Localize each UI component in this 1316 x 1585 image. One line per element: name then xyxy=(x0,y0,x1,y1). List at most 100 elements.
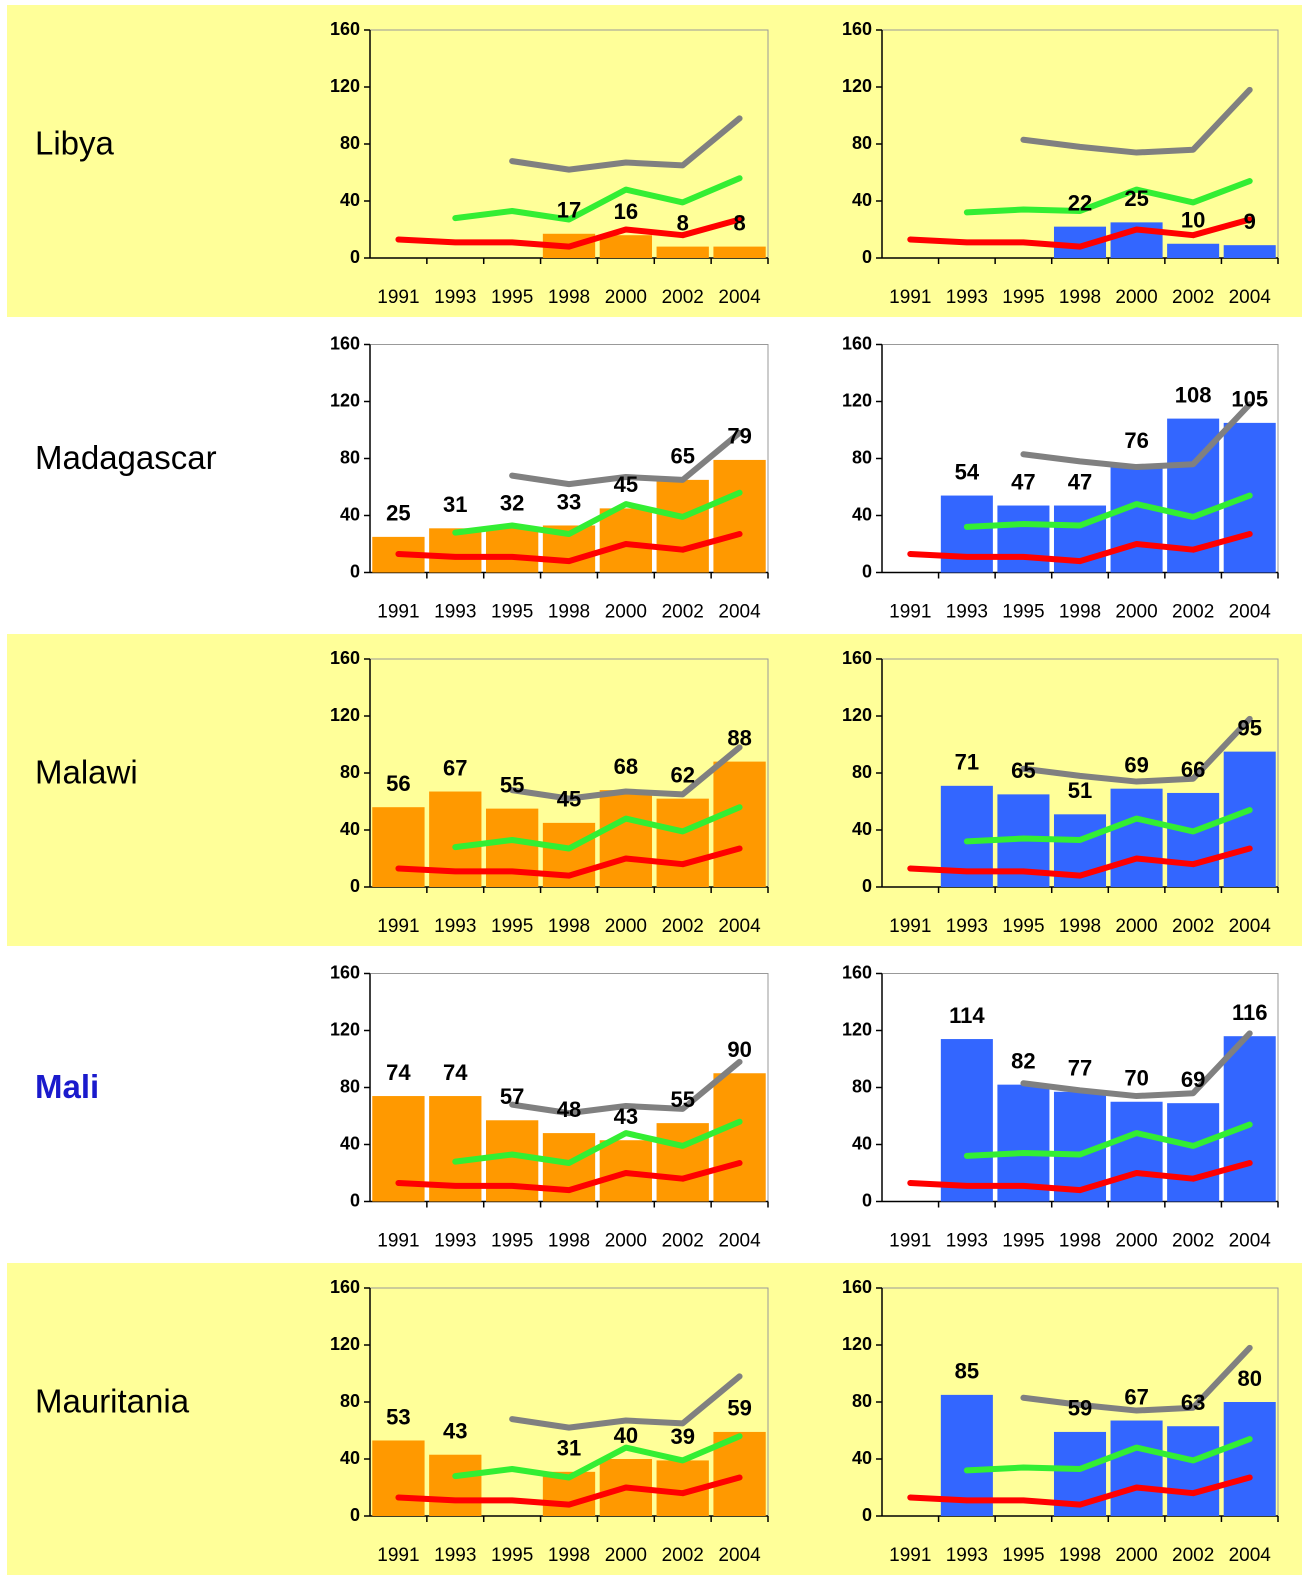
y-tick-label: 160 xyxy=(842,1277,872,1297)
data-label: 65 xyxy=(670,444,694,469)
y-tick-label: 160 xyxy=(842,333,872,353)
x-tick-label: 2002 xyxy=(1172,602,1214,623)
y-tick-label: 40 xyxy=(852,190,872,210)
data-label: 25 xyxy=(1124,186,1148,211)
bar xyxy=(940,1039,993,1202)
x-tick-label: 1993 xyxy=(434,1545,476,1566)
y-tick-label: 0 xyxy=(350,247,360,267)
bar xyxy=(599,790,653,887)
y-tick-label: 0 xyxy=(862,876,872,896)
line-series xyxy=(452,1433,743,1481)
bar xyxy=(1167,792,1220,887)
y-tick-label: 40 xyxy=(340,190,360,210)
x-tick-label: 2002 xyxy=(662,1231,704,1252)
x-tick-label: 1993 xyxy=(434,287,476,308)
x-tick-label: 1991 xyxy=(889,287,931,308)
line-series xyxy=(509,429,743,488)
data-label: 62 xyxy=(670,762,694,787)
x-tick-label: 2000 xyxy=(1115,1231,1157,1252)
x-tick-label: 1998 xyxy=(548,602,590,623)
x-tick-label: 2000 xyxy=(605,1545,647,1566)
bar xyxy=(1110,788,1163,887)
data-label: 40 xyxy=(614,1423,638,1448)
x-tick-label: 1998 xyxy=(548,1231,590,1252)
x-tick-label: 1993 xyxy=(946,1545,988,1566)
x-tick-label: 2000 xyxy=(605,287,647,308)
y-tick-label: 0 xyxy=(350,876,360,896)
bar xyxy=(372,807,425,887)
y-tick-label: 120 xyxy=(842,1019,872,1039)
x-tick-label: 1995 xyxy=(1002,916,1044,937)
bar xyxy=(599,235,653,258)
y-tick-label: 0 xyxy=(350,1190,360,1210)
line-series xyxy=(1020,1344,1253,1414)
data-label: 88 xyxy=(727,725,751,750)
data-label: 90 xyxy=(727,1037,751,1062)
y-tick-label: 120 xyxy=(842,76,872,96)
y-tick-label: 80 xyxy=(852,447,872,467)
x-tick-label: 2002 xyxy=(1172,1231,1214,1252)
line-series xyxy=(963,178,1253,216)
row-label: Madagascar xyxy=(35,439,217,476)
x-tick-label: 1995 xyxy=(491,602,533,623)
x-tick-label: 1995 xyxy=(1002,1231,1044,1252)
line-series xyxy=(963,1121,1253,1159)
data-label: 67 xyxy=(443,755,467,780)
x-tick-label: 2002 xyxy=(1172,287,1214,308)
data-label: 59 xyxy=(727,1396,751,1421)
x-tick-label: 2002 xyxy=(662,1545,704,1566)
bar xyxy=(713,246,766,258)
y-tick-label: 160 xyxy=(842,962,872,982)
y-tick-label: 80 xyxy=(340,1076,360,1096)
y-tick-label: 120 xyxy=(330,1334,360,1354)
line-series xyxy=(395,216,743,250)
data-label: 80 xyxy=(1237,1366,1261,1391)
data-label: 54 xyxy=(955,459,980,484)
x-tick-label: 2002 xyxy=(662,916,704,937)
x-tick-label: 1993 xyxy=(946,602,988,623)
y-tick-label: 120 xyxy=(842,705,872,725)
data-label: 69 xyxy=(1124,752,1148,777)
bar xyxy=(713,1073,766,1202)
y-tick-label: 80 xyxy=(852,1076,872,1096)
y-tick-label: 120 xyxy=(842,390,872,410)
x-tick-label: 1993 xyxy=(434,916,476,937)
y-tick-label: 0 xyxy=(862,247,872,267)
x-tick-label: 1998 xyxy=(1059,916,1101,937)
line-series xyxy=(395,845,743,879)
line-series xyxy=(963,807,1253,845)
data-label: 51 xyxy=(1068,778,1092,803)
bar xyxy=(485,526,539,573)
data-label: 59 xyxy=(1068,1396,1092,1421)
y-tick-label: 0 xyxy=(862,561,872,581)
data-label: 77 xyxy=(1068,1056,1092,1081)
y-tick-label: 120 xyxy=(842,1334,872,1354)
x-tick-label: 2004 xyxy=(1229,287,1272,308)
x-tick-label: 1993 xyxy=(946,287,988,308)
data-label: 95 xyxy=(1237,715,1261,740)
data-label: 53 xyxy=(386,1404,410,1429)
x-tick-label: 1993 xyxy=(946,1231,988,1252)
line-series xyxy=(907,1474,1253,1508)
x-tick-label: 1995 xyxy=(1002,1545,1044,1566)
data-label: 69 xyxy=(1181,1067,1205,1092)
x-tick-label: 2004 xyxy=(718,602,761,623)
line-series xyxy=(907,216,1253,250)
data-label: 39 xyxy=(670,1424,694,1449)
y-tick-label: 160 xyxy=(330,962,360,982)
row-label: Malawi xyxy=(35,754,138,791)
bar xyxy=(997,1084,1050,1202)
y-tick-label: 0 xyxy=(350,1505,360,1525)
data-label: 45 xyxy=(557,787,581,812)
y-tick-label: 160 xyxy=(842,19,872,39)
data-label: 10 xyxy=(1181,208,1205,233)
data-label: 17 xyxy=(557,198,581,223)
x-tick-label: 1998 xyxy=(1059,1545,1101,1566)
y-tick-label: 80 xyxy=(340,762,360,782)
x-tick-label: 2004 xyxy=(1229,602,1272,623)
bar xyxy=(940,1394,993,1516)
data-label: 79 xyxy=(727,424,751,449)
row-label: Mali xyxy=(35,1068,99,1105)
data-label: 16 xyxy=(614,199,638,224)
data-label: 76 xyxy=(1124,428,1148,453)
